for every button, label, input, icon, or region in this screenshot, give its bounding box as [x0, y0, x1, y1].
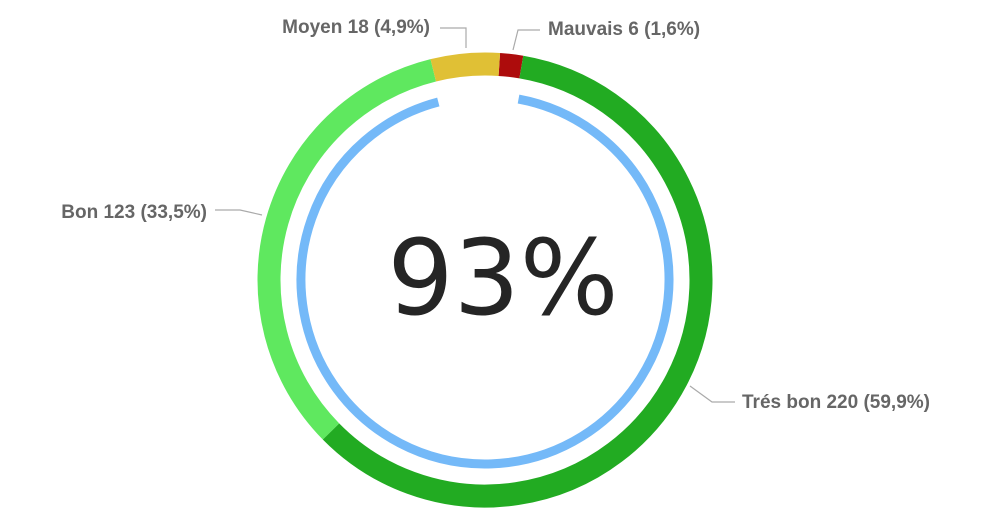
- segment-label: Moyen 18 (4,9%): [282, 17, 430, 38]
- center-value: 93%: [387, 217, 618, 339]
- segment-value: 6 (1,6%): [628, 19, 700, 40]
- leader-line: [215, 209, 263, 216]
- segment-label: Bon 123 (33,5%): [61, 202, 207, 223]
- segment-value: 123 (33,5%): [103, 202, 207, 223]
- segment-name: Mauvais: [548, 19, 623, 40]
- donut-segment: [322, 55, 713, 508]
- donut-segment: [430, 52, 501, 82]
- segment-name: Bon: [61, 202, 98, 223]
- leader-line: [689, 385, 735, 403]
- segment-value: 18 (4,9%): [348, 17, 430, 38]
- segment-label: Trés bon 220 (59,9%): [742, 392, 930, 413]
- segment-name: Trés bon: [742, 392, 821, 413]
- leader-line: [512, 29, 540, 51]
- donut-segment: [257, 59, 437, 440]
- segment-label: Mauvais 6 (1,6%): [548, 19, 700, 40]
- donut-segment: [498, 53, 524, 79]
- gauge-arc: [296, 94, 674, 469]
- segment-name: Moyen: [282, 17, 342, 38]
- segment-value: 220 (59,9%): [826, 392, 930, 413]
- leader-line: [440, 27, 467, 48]
